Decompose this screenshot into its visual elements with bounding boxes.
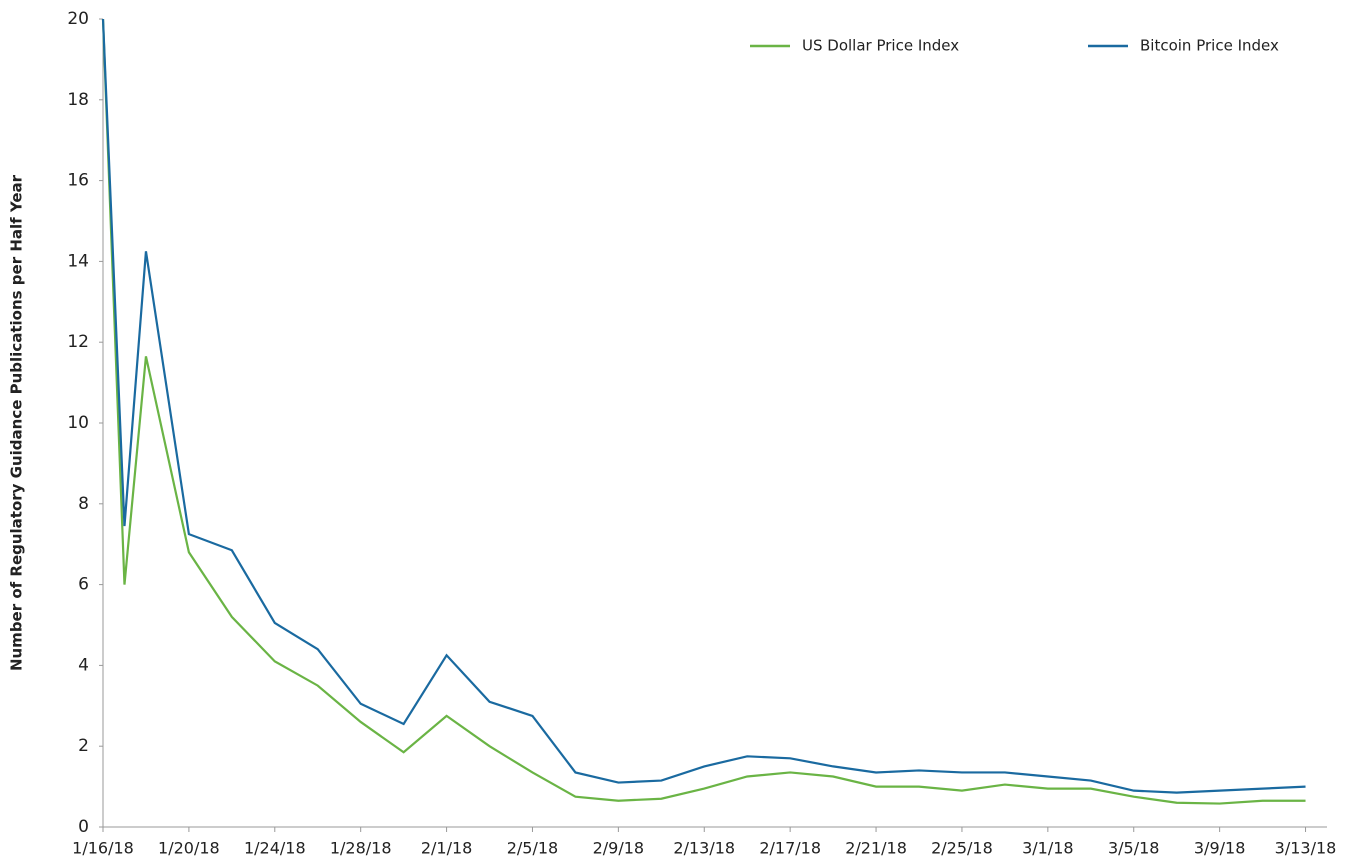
x-tick-label: 1/24/18	[244, 839, 306, 858]
x-tick-label: 1/16/18	[72, 839, 134, 858]
y-tick-label: 14	[67, 251, 89, 271]
legend-label: Bitcoin Price Index	[1140, 37, 1279, 55]
y-tick-label: 10	[67, 413, 89, 433]
x-tick-label: 2/21/18	[845, 839, 907, 858]
x-tick-label: 3/9/18	[1194, 839, 1246, 858]
x-tick-label: 2/1/18	[421, 839, 473, 858]
line-series	[101, 18, 1306, 794]
legend-label: US Dollar Price Index	[802, 37, 959, 55]
y-tick-label: 6	[78, 575, 89, 595]
x-tick-label: 3/5/18	[1108, 839, 1160, 858]
line-series	[101, 18, 1306, 805]
y-tick-label: 20	[67, 9, 89, 29]
y-tick-label: 16	[67, 171, 89, 191]
y-tick-label: 8	[78, 494, 89, 514]
x-tick-label: 3/1/18	[1022, 839, 1074, 858]
y-tick-label: 0	[78, 817, 89, 837]
x-tick-label: 3/13/18	[1275, 839, 1337, 858]
x-tick-label: 2/17/18	[759, 839, 821, 858]
x-tick-label: 2/25/18	[931, 839, 993, 858]
x-tick-label: 2/13/18	[673, 839, 735, 858]
y-axis-label: Number of Regulatory Guidance Publicatio…	[8, 174, 26, 671]
x-tick-label: 1/20/18	[158, 839, 220, 858]
y-tick-label: 4	[78, 655, 89, 675]
x-tick-label: 2/5/18	[507, 839, 559, 858]
y-tick-label: 18	[67, 90, 89, 110]
y-tick-label: 2	[78, 736, 89, 756]
y-tick-label: 12	[67, 332, 89, 352]
x-tick-label: 1/28/18	[330, 839, 392, 858]
x-tick-label: 2/9/18	[593, 839, 645, 858]
